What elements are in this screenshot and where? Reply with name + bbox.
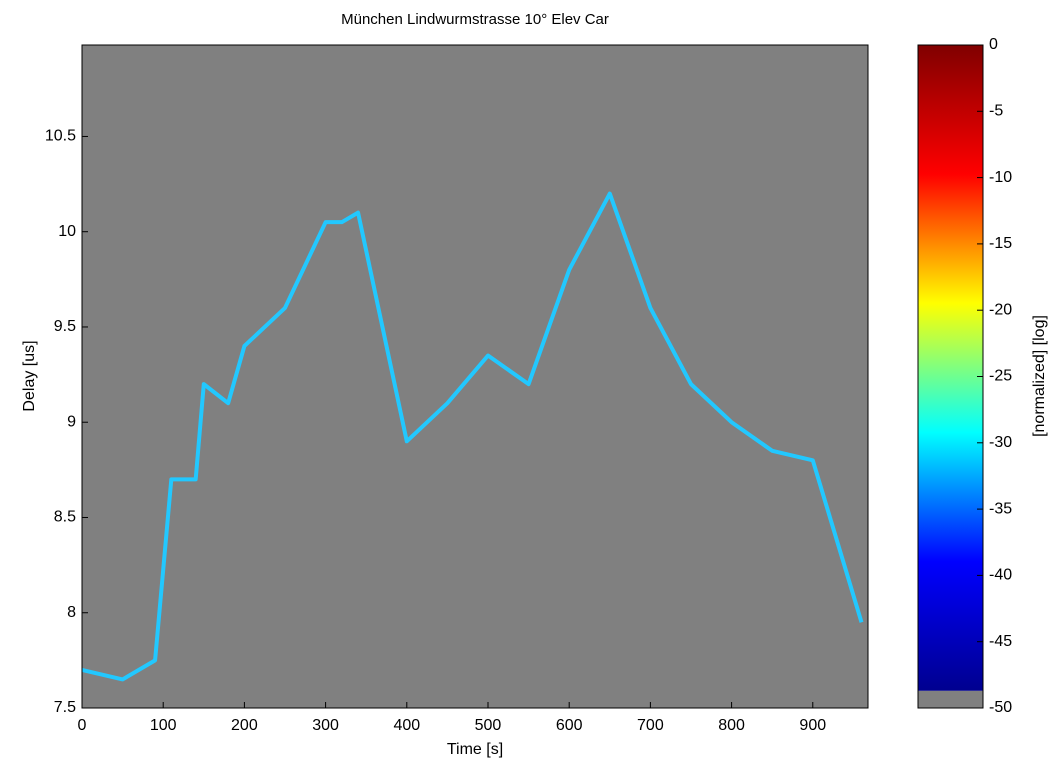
colorbar-tick-label: -5: [989, 103, 1003, 120]
x-axis-label: Time [s]: [447, 741, 503, 758]
colorbar-tick-label: -10: [989, 169, 1012, 186]
colorbar-tick-label: 0: [989, 36, 998, 53]
x-tick-label: 600: [556, 717, 583, 734]
chart-title: München Lindwurmstrasse 10° Elev Car: [341, 11, 609, 28]
x-tick-label: 700: [637, 717, 664, 734]
colorbar-tick-label: -45: [989, 633, 1012, 650]
trace: [81, 191, 864, 682]
colorbar-tick-label: -40: [989, 567, 1012, 584]
x-tick-label: 400: [393, 717, 420, 734]
y-tick-label: 9: [67, 413, 76, 430]
colorbar-tick-label: -50: [989, 699, 1012, 716]
x-tick-label: 200: [231, 717, 258, 734]
colorbar-tick-label: -25: [989, 368, 1012, 385]
y-tick-label: 9.5: [54, 318, 76, 335]
colorbar-tick-label: -20: [989, 301, 1012, 318]
plot-frame: [81, 44, 869, 709]
plot-background: [82, 45, 868, 708]
y-tick-label: 10.5: [45, 128, 76, 145]
x-tick-label: 0: [78, 717, 87, 734]
x-tick-label: 900: [799, 717, 826, 734]
x-tick-label: 800: [718, 717, 745, 734]
y-tick-label: 10: [58, 223, 76, 240]
x-tick-label: 100: [150, 717, 177, 734]
x-tick-label: 500: [475, 717, 502, 734]
colorbar-gradient: [918, 45, 983, 691]
colorbar-tick-label: -15: [989, 235, 1012, 252]
colorbar-floor: [918, 690, 983, 708]
y-axis-label: Delay [us]: [21, 340, 38, 411]
x-tick-label: 300: [312, 717, 339, 734]
colorbar-tick-label: -30: [989, 434, 1012, 451]
y-tick-label: 8.5: [54, 509, 76, 526]
y-tick-label: 7.5: [54, 699, 76, 716]
colorbar-label: [normalized] [log]: [1031, 315, 1048, 437]
colorbar-tick-label: -35: [989, 500, 1012, 517]
y-tick-label: 8: [67, 604, 76, 621]
